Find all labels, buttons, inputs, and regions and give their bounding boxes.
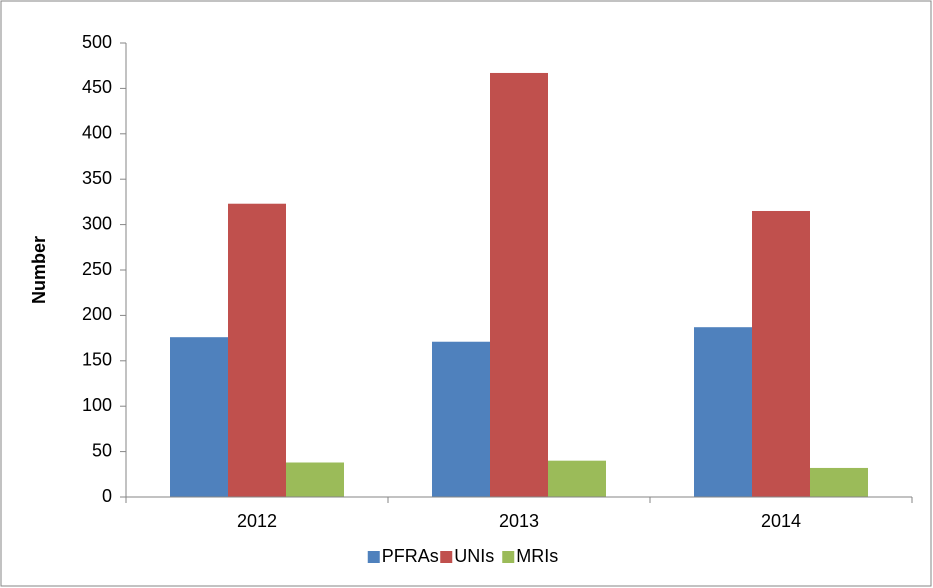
- y-tick-label: 0: [102, 486, 112, 506]
- x-tick-label: 2014: [761, 511, 801, 531]
- legend-label: UNIs: [454, 546, 494, 566]
- legend-label: MRIs: [516, 546, 558, 566]
- y-tick-label: 250: [82, 259, 112, 279]
- bar: [810, 467, 868, 497]
- x-tick-label: 2012: [237, 511, 277, 531]
- bar: [752, 210, 810, 498]
- y-tick-label: 150: [82, 350, 112, 370]
- bar: [170, 337, 228, 497]
- legend-swatch: [367, 551, 380, 563]
- y-tick-label: 100: [82, 395, 112, 415]
- legend-label: PFRAs: [382, 546, 439, 566]
- y-tick-label: 50: [92, 440, 112, 460]
- bar: [228, 203, 286, 497]
- bar: [432, 341, 490, 497]
- y-tick-label: 350: [82, 168, 112, 188]
- y-tick-label: 400: [82, 123, 112, 143]
- legend-swatch: [502, 551, 515, 563]
- y-tick-label: 300: [82, 213, 112, 233]
- y-tick-label: 200: [82, 304, 112, 324]
- legend-swatch: [440, 551, 453, 563]
- y-axis-label: Number: [29, 236, 49, 304]
- bar: [548, 460, 606, 497]
- x-tick-label: 2013: [499, 511, 539, 531]
- bar: [694, 327, 752, 497]
- y-tick-label: 500: [82, 32, 112, 52]
- y-tick-label: 450: [82, 77, 112, 97]
- bar: [286, 462, 344, 497]
- bar: [490, 72, 548, 498]
